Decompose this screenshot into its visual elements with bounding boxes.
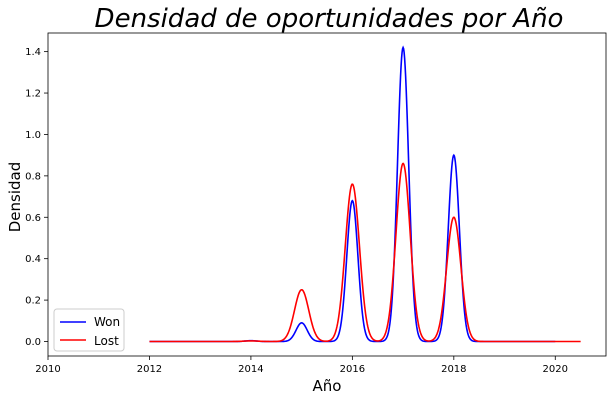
x-tick-label: 2012 [137, 364, 162, 375]
y-tick-label: 1.2 [25, 89, 41, 100]
legend-label-lost: Lost [94, 334, 119, 348]
chart-title: Densidad de oportunidades por Año [95, 4, 564, 34]
series-line-lost [149, 162, 581, 343]
series-line-won [149, 45, 556, 343]
y-tick-label: 0.0 [25, 337, 41, 348]
x-tick-label: 2020 [543, 364, 568, 375]
y-tick-label: 0.2 [25, 296, 41, 307]
legend-label-won: Won [94, 315, 120, 329]
y-tick-label: 0.4 [25, 254, 41, 265]
y-tick-label: 0.6 [25, 213, 41, 224]
y-axis-label: Densidad [6, 162, 24, 233]
y-tick-label: 1.4 [25, 47, 41, 58]
x-axis: 2010 2012 2014 2016 2018 2020 [35, 356, 568, 375]
legend: Won Lost [53, 308, 125, 352]
series-layer [149, 45, 581, 343]
x-tick-label: 2018 [441, 364, 466, 375]
x-axis-label: Año [313, 377, 342, 395]
x-tick-label: 2014 [238, 364, 263, 375]
y-tick-label: 1.0 [25, 130, 41, 141]
x-tick-label: 2010 [35, 364, 60, 375]
x-tick-label: 2016 [340, 364, 365, 375]
y-tick-label: 0.8 [25, 171, 41, 182]
plot-area [47, 32, 607, 357]
y-axis: 0.0 0.2 0.4 0.6 0.8 1.0 1.2 1.4 [25, 47, 48, 348]
